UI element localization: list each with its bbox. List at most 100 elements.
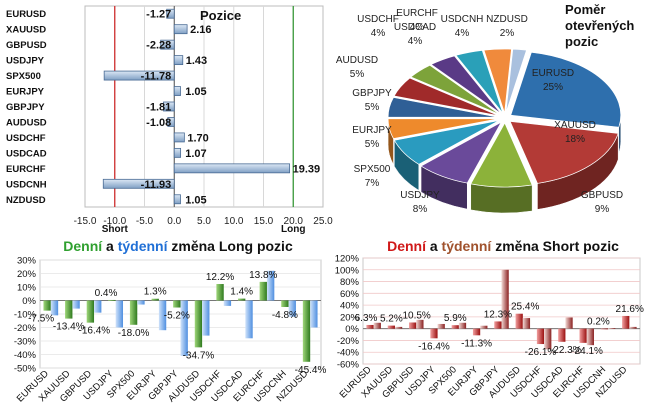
positions-value-label: 1.43 [186, 55, 207, 67]
short-change-chart-title: Denní a týdenní změna Short pozic [387, 238, 619, 254]
pie-slice [393, 77, 499, 117]
pie-slice-name: AUDUSD [336, 55, 378, 66]
long-change-chart-bar [115, 300, 124, 328]
positions-value-label: 1.05 [185, 194, 206, 206]
long-change-chart-data-label: 0.4% [95, 288, 118, 299]
positions-bar [160, 39, 175, 50]
long-change-chart-data-label: -34.7% [183, 350, 215, 361]
pie-slice-name: EURCHF [396, 8, 438, 19]
positions-value-label: 1.07 [185, 148, 206, 160]
pie-slice [510, 51, 622, 128]
positions-value-label: 19.39 [293, 163, 321, 175]
positions-tick-label: 15.0 [254, 216, 274, 227]
pie-slice-percent: 4% [371, 28, 386, 39]
short-change-chart-bar [565, 317, 573, 329]
pie-slice-percent: 5% [350, 69, 365, 80]
short-change-chart-tick-label: -40% [337, 348, 360, 359]
pie-slice [387, 97, 499, 118]
pie-slice-name: USDCAD [394, 22, 436, 33]
short-change-chart-data-label: 12.3% [484, 309, 512, 320]
short-change-chart: -60%-40%-20%0%20%40%60%80%100%120%6.3%EU… [335, 238, 644, 401]
positions-bar [173, 132, 185, 143]
long-change-chart-bar [259, 281, 267, 301]
short-change-chart-bar [394, 326, 403, 329]
ratio-title-line: pozic [565, 34, 598, 49]
long-change-chart-bar [216, 284, 224, 301]
short-change-chart-data-label: -24.1% [571, 346, 603, 357]
pie-slice [455, 49, 504, 114]
long-change-chart-bar [180, 300, 188, 356]
positions-tick-label: -10.0 [103, 216, 126, 227]
short-change-chart-tick-label: 40% [340, 301, 360, 312]
short-change-chart-bar [622, 315, 630, 329]
pie-slice-percent: 4% [408, 36, 423, 47]
positions-tick-label: 5.0 [197, 216, 211, 227]
short-change-chart-data-label: 0.2% [587, 317, 610, 328]
pie-slice [509, 121, 619, 184]
short-change-chart-tick-label: -20% [337, 336, 360, 347]
positions-value-label: -1.81 [146, 102, 171, 114]
pie-slice [420, 121, 503, 184]
positions-bar [167, 117, 175, 127]
short-change-chart-bar [544, 328, 552, 350]
pie-slice-percent: 25% [543, 82, 563, 93]
ratio-title-line: Poměr [565, 2, 605, 17]
positions-tick-label: -15.0 [74, 216, 97, 227]
positions-category-label: USDCNH [6, 179, 47, 190]
long-change-chart-bar [108, 299, 116, 301]
long-change-chart-bar [194, 300, 203, 348]
pie-slice-name: XAUUSD [554, 120, 596, 131]
positions-bar [173, 147, 182, 158]
short-change-chart-tick-label: 20% [340, 312, 360, 323]
short-change-chart-bar [536, 328, 545, 345]
long-change-chart-title-part: Denní [63, 238, 103, 254]
positions-value-label: -1.08 [146, 117, 171, 129]
long-change-chart-data-label: -5.2% [164, 311, 190, 322]
long-change-chart: -50%-40%-30%-20%-10%0%10%20%30%-7.5%EURU… [14, 238, 327, 405]
positions-category-label: GBPUSD [6, 40, 47, 51]
short-change-chart-bar [458, 322, 467, 329]
pie-slice-name: GBPJPY [352, 88, 392, 99]
positions-value-label: -2.28 [146, 40, 171, 52]
positions-bar [166, 8, 175, 19]
long-change-chart-data-label: 13.8% [249, 270, 277, 281]
pie-slice-name: SPX500 [354, 164, 391, 175]
short-change-chart-bar [373, 322, 381, 329]
long-change-chart-bar [158, 300, 167, 331]
short-change-chart-bar [586, 328, 594, 346]
positions-bar [102, 178, 175, 189]
pie-slice-name: EURJPY [352, 125, 392, 136]
pie-slice-percent: 2% [500, 28, 515, 39]
short-change-chart-data-label: -22.3% [550, 345, 582, 356]
short-change-chart-bar [629, 326, 637, 329]
positions-tick-label: -5.0 [136, 216, 154, 227]
short-change-chart-data-label: -11.3% [461, 338, 492, 349]
short-change-chart-tick-label: 120% [335, 254, 360, 265]
positions-value-label: -11.78 [141, 71, 172, 83]
long-change-chart-bar [94, 300, 102, 313]
ratio-title-line: otevřených [565, 18, 634, 33]
long-change-chart-data-label: -7.5% [28, 314, 54, 325]
pie-slice [470, 122, 533, 188]
positions-value-label: 1.70 [187, 132, 208, 144]
short-change-chart-bar [494, 321, 502, 329]
positions-tick-label: 10.0 [224, 216, 244, 227]
positions-bar [173, 55, 184, 66]
long-change-chart-data-label: 1.3% [144, 287, 167, 298]
short-change-chart-data-label: 25.4% [511, 302, 539, 313]
pie-slice-name: EURUSD [532, 68, 574, 79]
positions-value-label: 1.05 [185, 86, 206, 98]
short-change-chart-tick-label: 0% [345, 324, 359, 335]
pie-slice-percent: 4% [455, 28, 470, 39]
positions-category-label: EURUSD [6, 9, 46, 20]
long-change-chart-bar [302, 300, 311, 362]
long-change-chart-bar [65, 300, 73, 319]
long-change-chart-bar [237, 298, 246, 301]
pie-slice [505, 48, 527, 114]
positions-value-label: 2.16 [190, 24, 211, 36]
short-change-chart-data-label: 10.5% [402, 310, 430, 321]
short-change-chart-title-part: a [426, 238, 442, 254]
long-change-chart-title: Denní a týdenní změna Long pozic [63, 238, 293, 254]
long-change-chart-title-part: týdenní [118, 238, 169, 254]
short-change-chart-bar [579, 328, 587, 343]
